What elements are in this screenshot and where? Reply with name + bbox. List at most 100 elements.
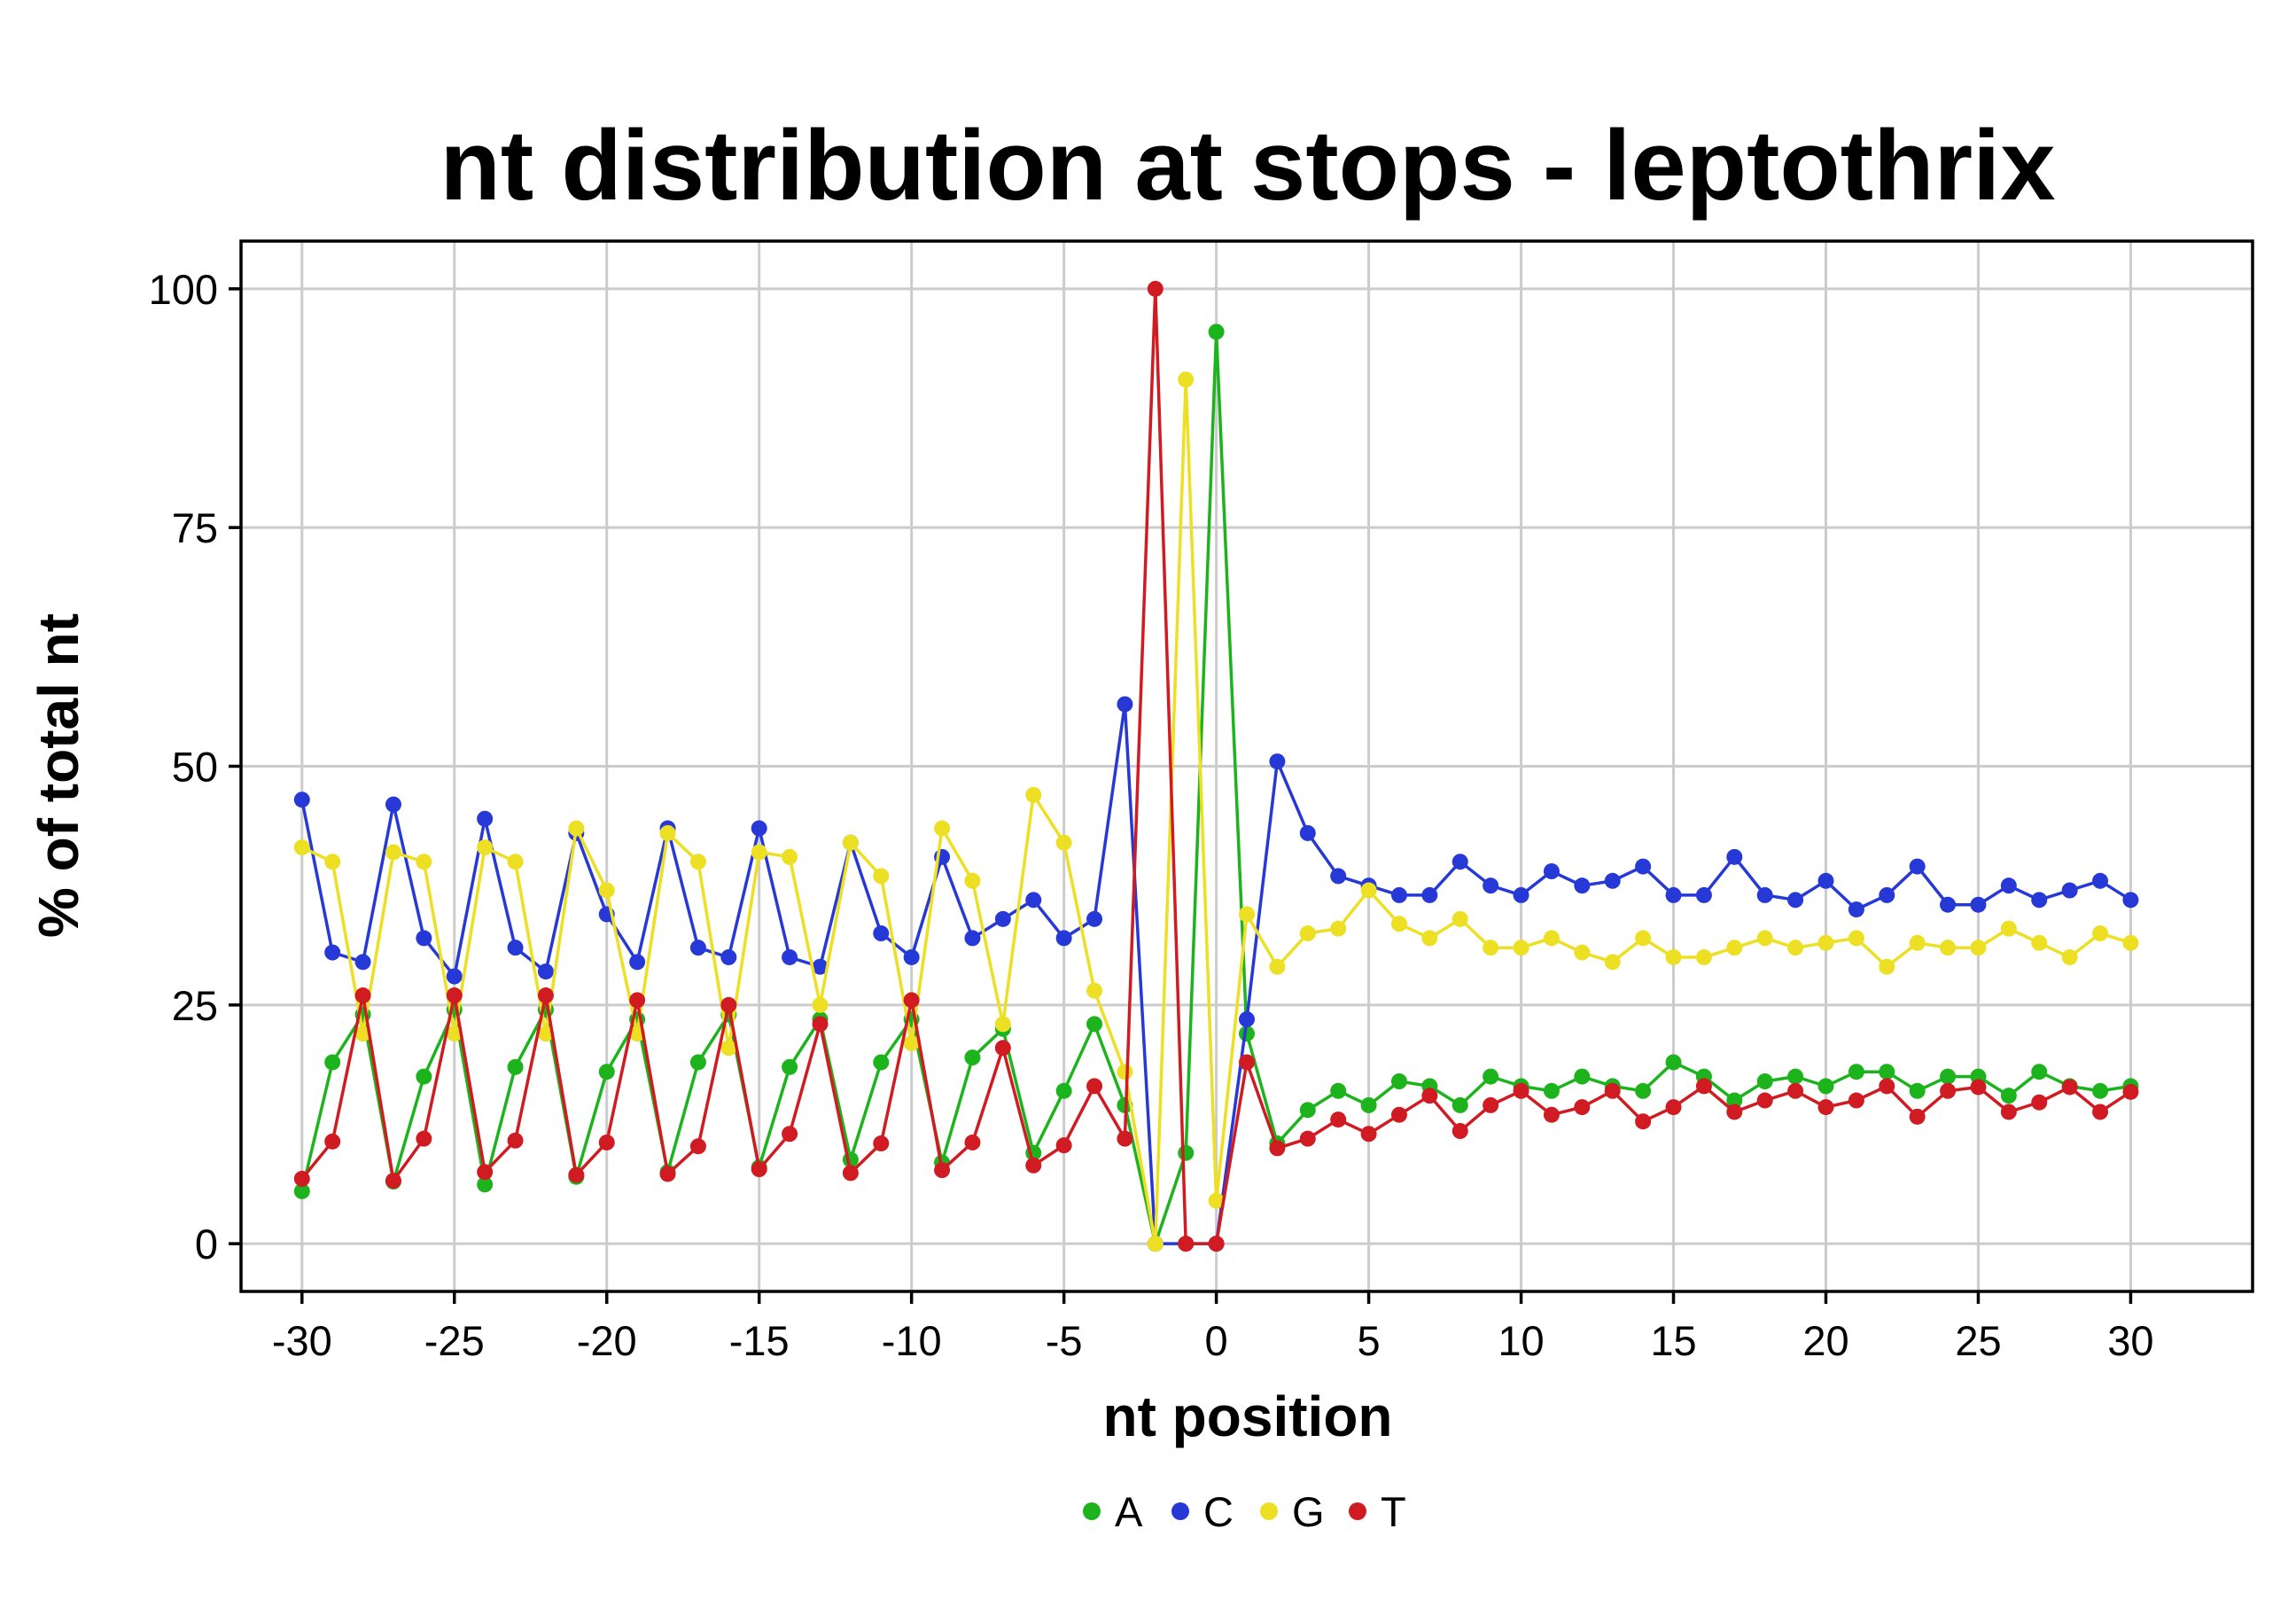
legend-item-T: T xyxy=(1349,1488,1406,1535)
data-point-G xyxy=(1025,786,1042,803)
data-point-C xyxy=(629,954,646,971)
data-point-C xyxy=(477,810,494,827)
data-point-G xyxy=(934,820,951,837)
data-point-G xyxy=(1604,954,1621,971)
data-point-G xyxy=(1208,1192,1225,1209)
data-point-T xyxy=(629,992,646,1009)
data-point-C xyxy=(1817,872,1834,889)
data-point-T xyxy=(842,1165,859,1182)
data-point-G xyxy=(1360,882,1377,899)
data-point-C xyxy=(1787,892,1804,909)
x-tick-label: 30 xyxy=(2107,1317,2153,1364)
data-point-A xyxy=(1390,1073,1407,1089)
data-point-T xyxy=(1970,1079,1987,1096)
data-point-C xyxy=(1025,892,1042,909)
series-G xyxy=(293,371,2139,1252)
data-point-G xyxy=(1909,934,1926,951)
data-point-G xyxy=(1269,958,1286,975)
data-point-G xyxy=(1665,948,1682,965)
y-tick-label: 0 xyxy=(195,1221,218,1268)
x-tick-label: -5 xyxy=(1046,1317,1083,1364)
data-point-G xyxy=(1726,940,1743,956)
data-point-G xyxy=(659,824,676,841)
data-point-G xyxy=(689,854,706,870)
legend-label-T: T xyxy=(1381,1488,1406,1535)
data-point-T xyxy=(1756,1092,1773,1109)
data-point-C xyxy=(1269,753,1286,770)
x-tick-label: 0 xyxy=(1205,1317,1228,1364)
data-point-C xyxy=(1695,886,1712,903)
data-point-G xyxy=(842,834,859,851)
data-point-C xyxy=(720,948,737,965)
x-tick-label: 15 xyxy=(1650,1317,1696,1364)
data-point-C xyxy=(416,930,432,947)
data-point-C xyxy=(1299,824,1316,841)
data-point-C xyxy=(964,930,981,947)
data-point-T xyxy=(782,1126,798,1143)
data-point-T xyxy=(1787,1082,1804,1099)
data-point-G xyxy=(1086,982,1103,999)
data-point-G xyxy=(1299,925,1316,942)
data-point-C xyxy=(1543,863,1560,879)
legend-item-C: C xyxy=(1171,1488,1234,1535)
data-point-T xyxy=(1695,1078,1712,1095)
data-point-A xyxy=(1543,1082,1560,1099)
legend-label-A: A xyxy=(1115,1488,1143,1535)
x-tick-label: -20 xyxy=(577,1317,637,1364)
data-point-G xyxy=(1117,1064,1133,1080)
data-point-T xyxy=(354,987,371,1004)
data-point-T xyxy=(2031,1094,2048,1111)
data-point-G xyxy=(1390,916,1407,932)
legend-marker-T xyxy=(1349,1502,1366,1520)
data-point-C xyxy=(1604,872,1621,889)
data-point-T xyxy=(598,1134,615,1150)
data-point-C xyxy=(1635,858,1652,875)
data-point-G xyxy=(1817,934,1834,951)
data-point-A xyxy=(689,1054,706,1071)
legend-marker-A xyxy=(1083,1502,1101,1520)
data-point-A xyxy=(1635,1082,1652,1099)
legend-item-A: A xyxy=(1083,1488,1143,1535)
data-point-C xyxy=(1848,901,1864,918)
y-tick-label: 50 xyxy=(172,744,218,791)
data-point-A xyxy=(507,1058,524,1075)
data-point-T xyxy=(2000,1104,2017,1120)
data-point-G xyxy=(782,848,798,865)
data-point-T xyxy=(1604,1082,1621,1099)
data-point-G xyxy=(751,844,767,861)
data-point-T xyxy=(751,1161,767,1178)
data-point-G xyxy=(903,1034,920,1051)
data-point-G xyxy=(416,854,432,870)
data-point-T xyxy=(1178,1236,1195,1252)
data-point-G xyxy=(446,1026,463,1042)
data-point-C xyxy=(1421,886,1438,903)
data-point-G xyxy=(2031,934,2048,951)
data-point-C xyxy=(2122,892,2139,909)
data-point-A xyxy=(324,1054,341,1071)
data-point-G xyxy=(1879,958,1895,975)
data-point-A xyxy=(1787,1068,1804,1085)
data-point-G xyxy=(1787,940,1804,956)
data-point-T xyxy=(1483,1096,1499,1113)
data-point-T xyxy=(1147,280,1164,297)
legend-label-G: G xyxy=(1292,1488,1325,1535)
data-point-C xyxy=(1055,930,1072,947)
data-point-G xyxy=(568,820,585,837)
data-point-T xyxy=(1086,1078,1103,1095)
y-tick-label: 25 xyxy=(172,982,218,1029)
x-axis-title: nt position xyxy=(1102,1384,1392,1448)
data-point-T xyxy=(1421,1088,1438,1104)
data-point-C xyxy=(446,968,463,985)
data-point-G xyxy=(1178,371,1195,388)
data-point-G xyxy=(873,868,890,885)
data-point-T xyxy=(873,1135,890,1152)
data-point-C xyxy=(385,796,401,813)
data-point-G xyxy=(2092,925,2109,942)
data-point-G xyxy=(1239,906,1255,923)
data-point-T xyxy=(1635,1113,1652,1130)
data-point-A xyxy=(1909,1082,1926,1099)
data-point-A xyxy=(2031,1064,2048,1080)
data-point-G xyxy=(1543,930,1560,947)
data-point-T xyxy=(689,1138,706,1155)
data-point-T xyxy=(1848,1092,1864,1109)
